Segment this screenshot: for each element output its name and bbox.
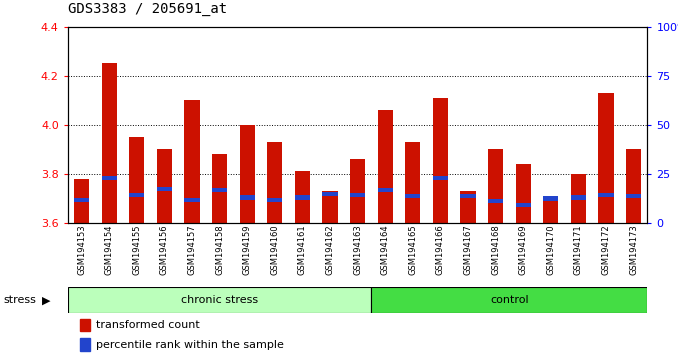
Text: chronic stress: chronic stress: [181, 295, 258, 305]
Bar: [433, 98, 448, 223]
Bar: [129, 137, 144, 223]
Bar: [323, 191, 338, 223]
Text: stress: stress: [3, 295, 36, 305]
Bar: [543, 196, 559, 201]
Bar: [157, 187, 172, 191]
Bar: [79, 338, 90, 351]
Text: ▶: ▶: [42, 295, 51, 305]
Bar: [378, 110, 393, 223]
Bar: [571, 195, 586, 200]
Bar: [488, 199, 503, 203]
Bar: [488, 149, 503, 223]
Bar: [295, 195, 310, 200]
Bar: [378, 188, 393, 192]
Bar: [405, 142, 420, 223]
Bar: [350, 159, 365, 223]
Text: GDS3383 / 205691_at: GDS3383 / 205691_at: [68, 2, 227, 16]
Bar: [74, 198, 89, 202]
Bar: [184, 100, 199, 223]
Bar: [599, 193, 614, 197]
Bar: [295, 171, 310, 223]
Bar: [516, 164, 531, 223]
Text: transformed count: transformed count: [96, 320, 200, 330]
Bar: [102, 63, 117, 223]
Bar: [350, 193, 365, 197]
Bar: [157, 149, 172, 223]
Text: control: control: [490, 295, 529, 305]
Bar: [267, 142, 283, 223]
Bar: [405, 194, 420, 199]
Bar: [460, 194, 476, 199]
Bar: [74, 179, 89, 223]
Bar: [267, 198, 283, 202]
Text: percentile rank within the sample: percentile rank within the sample: [96, 339, 284, 350]
Bar: [626, 149, 641, 223]
Bar: [571, 174, 586, 223]
Bar: [433, 176, 448, 180]
Bar: [239, 195, 255, 200]
Bar: [460, 191, 476, 223]
Bar: [239, 125, 255, 223]
Bar: [212, 188, 227, 192]
Bar: [323, 192, 338, 196]
Bar: [626, 194, 641, 199]
Bar: [212, 154, 227, 223]
Bar: [68, 287, 372, 313]
Bar: [102, 176, 117, 180]
Bar: [79, 319, 90, 331]
Bar: [184, 198, 199, 202]
Bar: [543, 199, 559, 223]
Bar: [516, 202, 531, 207]
Bar: [372, 287, 647, 313]
Bar: [599, 93, 614, 223]
Bar: [129, 193, 144, 197]
